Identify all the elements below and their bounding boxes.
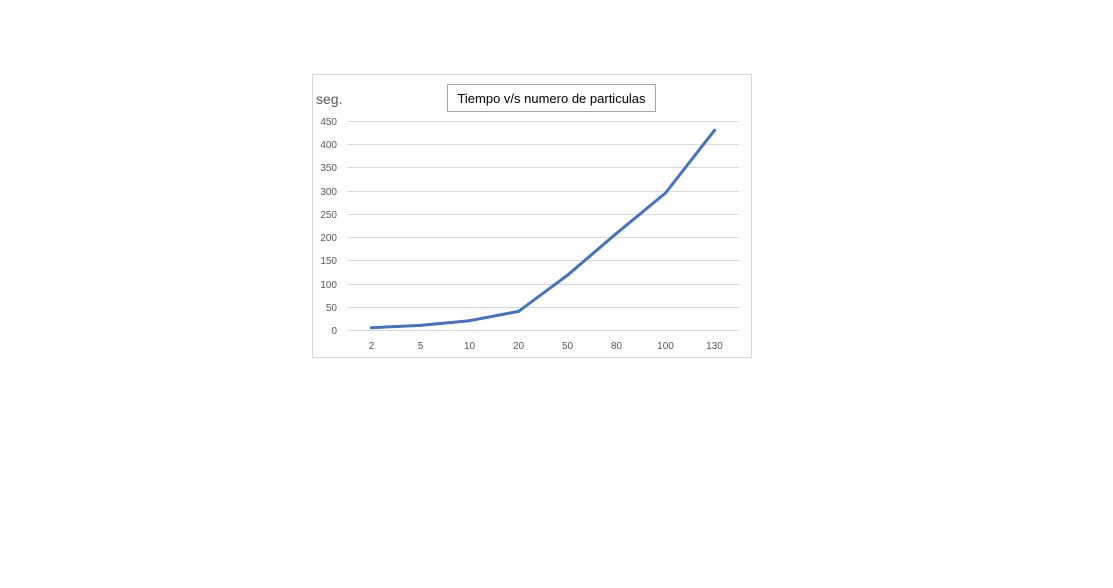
x-tick-label: 2 xyxy=(369,341,375,352)
x-tick-label: 50 xyxy=(562,341,574,352)
y-axis-tick-labels: 0 50 100 150 200 250 300 350 400 450 xyxy=(320,117,337,337)
data-point[interactable] xyxy=(615,231,618,235)
x-tick-label: 5 xyxy=(418,341,424,352)
chart-area[interactable]: 0 50 100 150 200 250 300 350 400 450 2 5 10 20 50 80 10… xyxy=(312,74,752,358)
y-tick-label: 100 xyxy=(320,280,337,291)
gridlines xyxy=(347,121,739,331)
data-point[interactable] xyxy=(664,191,667,195)
series-lines xyxy=(370,128,716,330)
chart-plot: 0 50 100 150 200 250 300 350 400 450 2 5 10 20 50 80 10… xyxy=(320,117,739,352)
data-point[interactable] xyxy=(566,273,569,277)
series-line-0[interactable] xyxy=(370,128,716,330)
data-point[interactable] xyxy=(517,309,520,313)
y-tick-label: 150 xyxy=(320,256,337,267)
y-tick-label: 300 xyxy=(320,187,337,198)
y-tick-label: 50 xyxy=(326,303,338,314)
x-axis-tick-labels: 2 5 10 20 50 80 100 130 xyxy=(369,341,724,352)
data-point[interactable] xyxy=(713,128,716,132)
y-tick-label: 250 xyxy=(320,210,337,221)
x-tick-label: 100 xyxy=(657,341,674,352)
y-tick-label: 400 xyxy=(320,140,337,151)
y-tick-label: 200 xyxy=(320,233,337,244)
x-tick-label: 130 xyxy=(706,341,723,352)
data-point[interactable] xyxy=(468,319,471,323)
data-point[interactable] xyxy=(370,326,373,330)
y-tick-label: 0 xyxy=(331,326,337,337)
chart-title[interactable]: Tiempo v/s numero de particulas xyxy=(447,84,656,112)
data-point[interactable] xyxy=(419,323,422,327)
x-tick-label: 10 xyxy=(464,341,476,352)
y-axis-label: seg. xyxy=(316,91,343,107)
y-tick-label: 350 xyxy=(320,163,337,174)
x-tick-label: 20 xyxy=(513,341,525,352)
y-tick-label: 450 xyxy=(320,117,337,128)
chart-title-text: Tiempo v/s numero de particulas xyxy=(457,90,646,106)
x-tick-label: 80 xyxy=(611,341,623,352)
